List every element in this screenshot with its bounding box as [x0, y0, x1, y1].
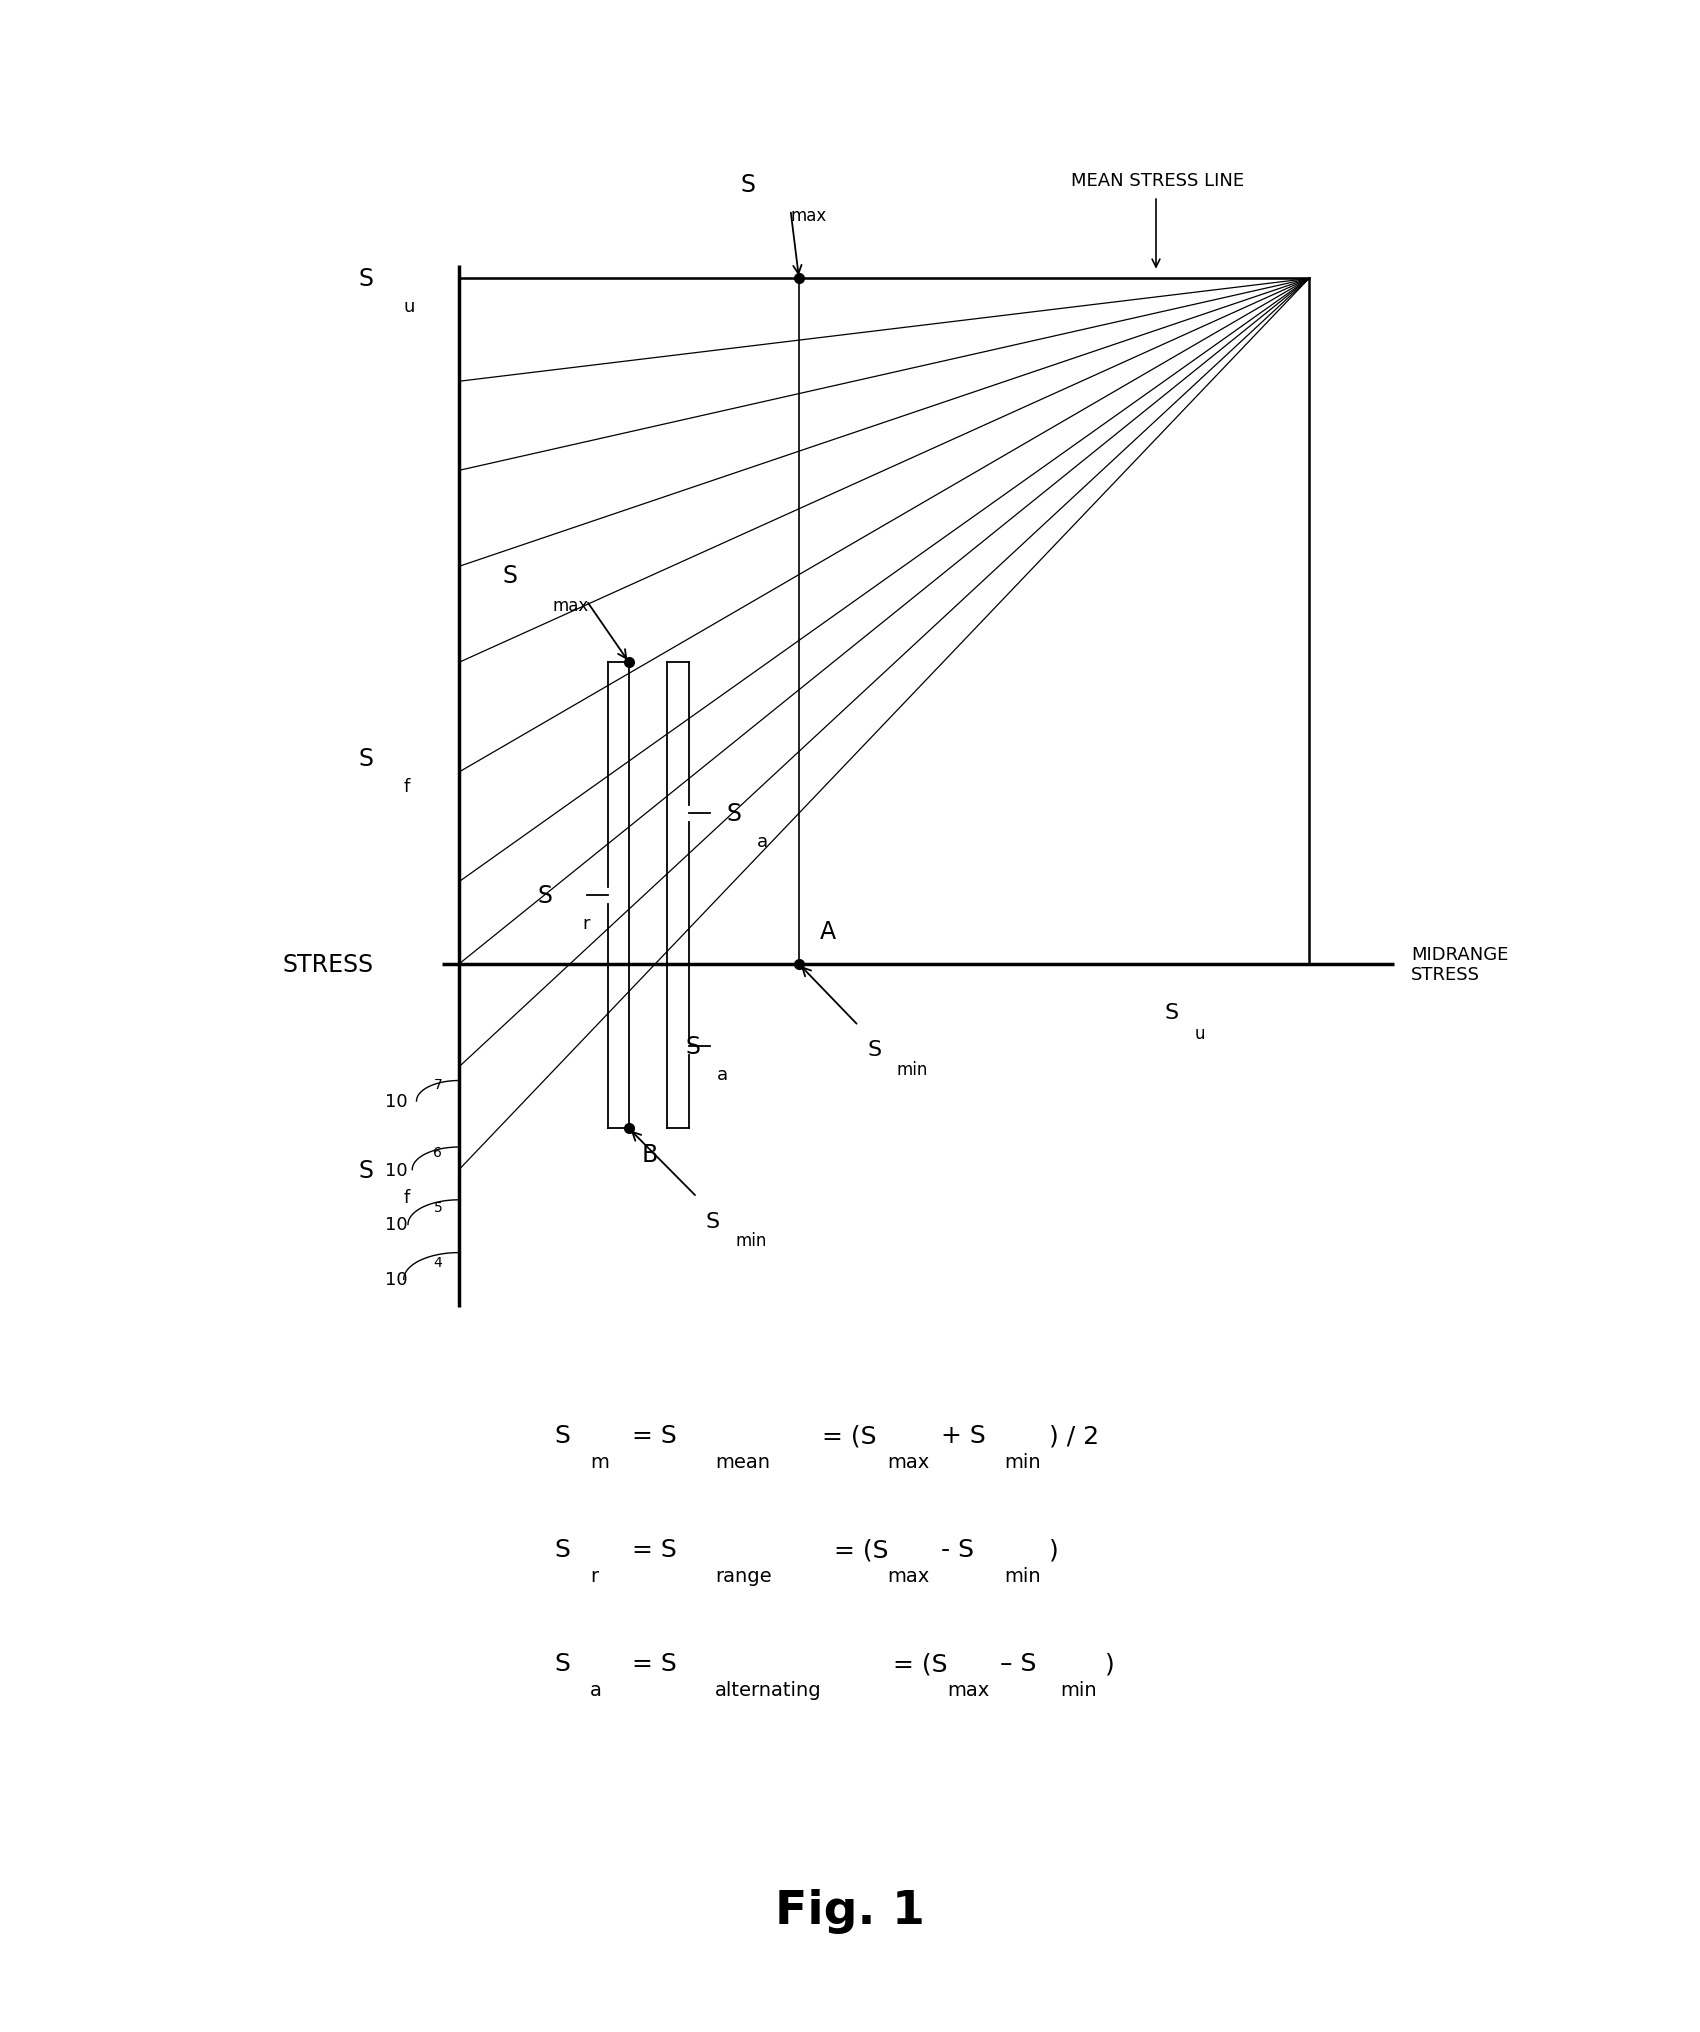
- Text: MEAN STRESS LINE: MEAN STRESS LINE: [1071, 173, 1244, 191]
- Text: a: a: [717, 1065, 728, 1083]
- Text: – S: – S: [1000, 1652, 1037, 1674]
- Text: MIDRANGE
STRESS: MIDRANGE STRESS: [1411, 945, 1508, 983]
- Text: S: S: [706, 1211, 719, 1231]
- Text: S: S: [554, 1424, 570, 1447]
- Text: S: S: [726, 803, 741, 825]
- Text: S: S: [1164, 1002, 1178, 1022]
- Text: = (S: = (S: [892, 1652, 949, 1674]
- Text: a: a: [756, 833, 768, 849]
- Text: S: S: [503, 563, 517, 587]
- Text: r: r: [581, 914, 590, 933]
- Text: min: min: [898, 1061, 928, 1079]
- Text: ): ): [1105, 1652, 1115, 1674]
- Text: S: S: [359, 748, 374, 770]
- Text: S: S: [685, 1034, 700, 1059]
- Text: = S: = S: [631, 1424, 677, 1447]
- Text: S: S: [359, 268, 374, 291]
- Text: = (S: = (S: [833, 1538, 889, 1561]
- Text: 10: 10: [386, 1270, 408, 1288]
- Text: alternating: alternating: [714, 1680, 821, 1699]
- Text: = (S: = (S: [821, 1424, 877, 1447]
- Text: max: max: [790, 207, 826, 224]
- Text: 7: 7: [434, 1077, 442, 1091]
- Text: S: S: [741, 173, 755, 197]
- Text: + S: + S: [940, 1424, 986, 1447]
- Text: ): ): [1049, 1538, 1059, 1561]
- Text: = S: = S: [631, 1652, 677, 1674]
- Text: A: A: [821, 920, 836, 945]
- Text: ) / 2: ) / 2: [1049, 1424, 1100, 1447]
- Text: max: max: [887, 1567, 930, 1585]
- Text: B: B: [641, 1142, 658, 1166]
- Text: S: S: [359, 1158, 374, 1183]
- Text: u: u: [1195, 1024, 1205, 1042]
- Text: 10: 10: [386, 1215, 408, 1233]
- Text: 4: 4: [434, 1256, 442, 1270]
- Text: STRESS: STRESS: [282, 953, 374, 977]
- Text: - S: - S: [940, 1538, 974, 1561]
- Text: 10: 10: [386, 1160, 408, 1179]
- Text: range: range: [714, 1567, 772, 1585]
- Text: r: r: [590, 1567, 598, 1585]
- Text: 5: 5: [434, 1201, 442, 1215]
- Text: min: min: [1005, 1567, 1040, 1585]
- Text: f: f: [405, 778, 410, 795]
- Text: 10: 10: [386, 1093, 408, 1112]
- Text: min: min: [734, 1231, 767, 1250]
- Text: S: S: [867, 1040, 881, 1061]
- Text: Fig. 1: Fig. 1: [775, 1888, 925, 1932]
- Text: min: min: [1005, 1453, 1040, 1471]
- Text: max: max: [947, 1680, 989, 1699]
- Text: u: u: [405, 299, 415, 315]
- Text: S: S: [554, 1652, 570, 1674]
- Text: a: a: [590, 1680, 602, 1699]
- Text: min: min: [1059, 1680, 1096, 1699]
- Text: max: max: [887, 1453, 930, 1471]
- Text: max: max: [552, 597, 588, 616]
- Text: f: f: [405, 1189, 410, 1207]
- Text: m: m: [590, 1453, 609, 1471]
- Text: S: S: [554, 1538, 570, 1561]
- Text: = S: = S: [631, 1538, 677, 1561]
- Text: S: S: [537, 884, 553, 908]
- Text: mean: mean: [714, 1453, 770, 1471]
- Text: 6: 6: [434, 1146, 442, 1160]
